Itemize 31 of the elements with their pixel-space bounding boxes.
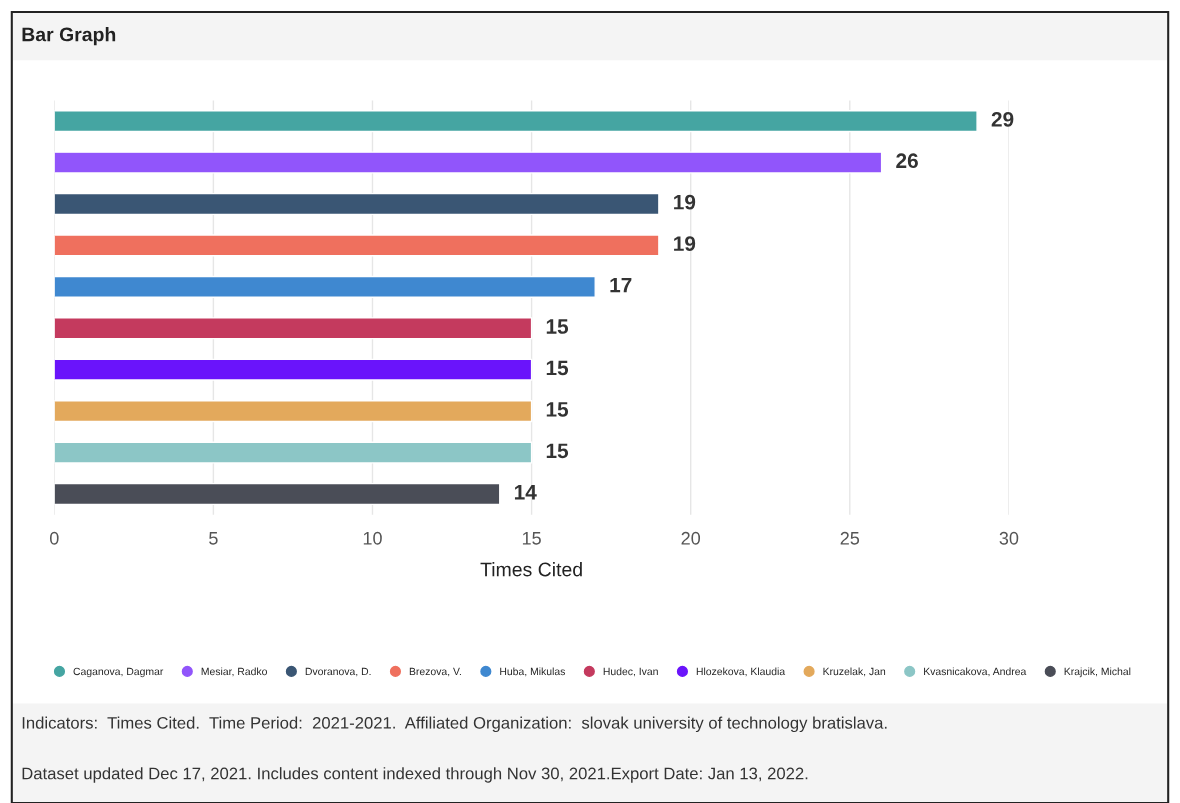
data-label: 15 xyxy=(546,360,569,376)
x-tick-label: 5 xyxy=(209,532,218,545)
chart-title: Bar Graph xyxy=(22,27,116,46)
x-tick-label: 15 xyxy=(522,532,541,545)
data-label: 15 xyxy=(546,443,569,459)
text: Indicators: Times Cited. Time Period: 2021-2021. Affiliated Organization: slovak university of technology bratislava. xyxy=(22,716,887,733)
x-tick-label: 20 xyxy=(681,531,701,545)
legend-label: Caganova, Dagmar xyxy=(73,667,164,678)
legend-label: Krajcik, Michal xyxy=(1064,667,1131,678)
data-label: 17 xyxy=(610,277,632,293)
legend-label: Hudec, Ivan xyxy=(603,667,658,677)
legend-label: Kruzelak, Jan xyxy=(823,667,886,677)
legend-label: Mesiar, Radko xyxy=(201,667,267,677)
legend-label: Kvasnicakova, Andrea xyxy=(924,667,1027,677)
data-label: 29 xyxy=(991,111,1014,127)
x-axis-title: Times Cited xyxy=(480,562,582,577)
data-label: 26 xyxy=(896,153,918,169)
data-label: 19 xyxy=(674,236,696,251)
legend-label: Dvoranova, D. xyxy=(305,667,371,677)
x-tick-label: 30 xyxy=(999,531,1019,545)
legend-label: Hlozekova, Klaudia xyxy=(696,667,786,677)
data-label: 19 xyxy=(674,194,696,210)
data-label: 15 xyxy=(546,402,569,417)
data-label: 14 xyxy=(514,485,537,500)
legend-label: Brezova, V. xyxy=(409,667,461,677)
data-label: 15 xyxy=(546,319,569,334)
text: Dataset updated Dec 17, 2021. Includes content indexed through Nov 30, 2021.Export Date: Jan 13, 2022. xyxy=(22,767,808,783)
x-tick-label: 25 xyxy=(840,531,860,545)
x-tick-label: 0 xyxy=(49,531,59,545)
x-tick-label: 10 xyxy=(363,531,382,545)
legend-label: Huba, Mikulas xyxy=(500,667,565,677)
